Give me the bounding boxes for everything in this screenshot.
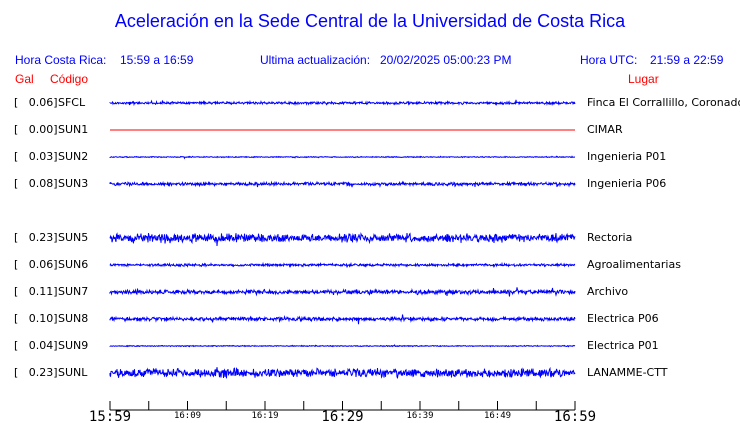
seismogram-trace-sun8	[109, 314, 576, 325]
seismogram-trace-sun3	[109, 180, 576, 188]
station-code: SUN3	[58, 177, 89, 190]
page-title: Aceleración en la Sede Central de la Uni…	[114, 11, 626, 31]
station-place: CIMAR	[587, 123, 623, 136]
station-gal-value: [ 0.06]	[14, 258, 58, 271]
station-code: SUNL	[58, 366, 88, 379]
time-tick-label: 15:59	[89, 409, 131, 423]
hora-utc-label: Hora UTC:	[580, 53, 638, 67]
station-gal-value: [ 0.04]	[14, 339, 58, 352]
station-place: Agroalimentarias	[587, 258, 681, 271]
time-tick-label: 16:19	[251, 411, 278, 421]
seismogram-trace-sun5	[109, 231, 576, 247]
station-code: SUN5	[58, 231, 89, 244]
lugar-column-header: Lugar	[628, 72, 659, 86]
update-value: 20/02/2025 05:00:23 PM	[380, 53, 512, 67]
station-code: SFCL	[58, 96, 86, 109]
update-label: Ultima actualización:	[260, 53, 371, 67]
time-tick-label: 16:09	[174, 411, 201, 421]
time-tick-label: 16:39	[406, 411, 433, 421]
station-gal-value: [ 0.11]	[14, 285, 58, 298]
station-code: SUN6	[58, 258, 89, 271]
hora-cr-value: 15:59 a 16:59	[120, 53, 194, 67]
station-gal-value: [ 0.23]	[14, 231, 58, 244]
hora-utc-value: 21:59 a 22:59	[650, 53, 724, 67]
station-place: Archivo	[587, 285, 629, 298]
station-gal-value: [ 0.08]	[14, 177, 58, 190]
station-gal-value: [ 0.23]	[14, 366, 58, 379]
station-gal-value: [ 0.00]	[14, 123, 58, 136]
time-tick-label: 16:59	[554, 409, 596, 423]
station-place: Rectoria	[587, 231, 633, 244]
station-gal-value: [ 0.10]	[14, 312, 58, 325]
codigo-column-header: Código	[50, 72, 89, 86]
seismogram-trace-sun6	[109, 261, 576, 269]
seismogram-trace-sun9	[109, 344, 576, 348]
station-place: Ingenieria P06	[587, 177, 667, 190]
seismogram-trace-sunl	[109, 366, 576, 379]
seismogram-trace-sun7	[109, 287, 576, 297]
seismogram-trace-sfcl	[109, 99, 576, 107]
time-tick-label: 16:49	[484, 411, 511, 421]
station-place: Electrica P06	[587, 312, 659, 325]
station-place: Ingenieria P01	[587, 150, 667, 163]
station-code: SUN1	[58, 123, 89, 136]
seismogram-trace-sun2	[109, 155, 575, 160]
station-place: LANAMME-CTT	[587, 366, 668, 379]
station-code: SUN9	[58, 339, 89, 352]
station-code: SUN2	[58, 150, 89, 163]
station-code: SUN7	[58, 285, 89, 298]
station-place: Finca El Corrallillo, Coronado	[587, 96, 740, 109]
time-tick-label: 16:29	[321, 409, 363, 423]
station-place: Electrica P01	[587, 339, 659, 352]
station-code: SUN8	[58, 312, 89, 325]
station-gal-value: [ 0.03]	[14, 150, 58, 163]
gal-column-header: Gal	[15, 72, 34, 86]
station-gal-value: [ 0.06]	[14, 96, 58, 109]
hora-cr-label: Hora Costa Rica:	[15, 53, 107, 67]
